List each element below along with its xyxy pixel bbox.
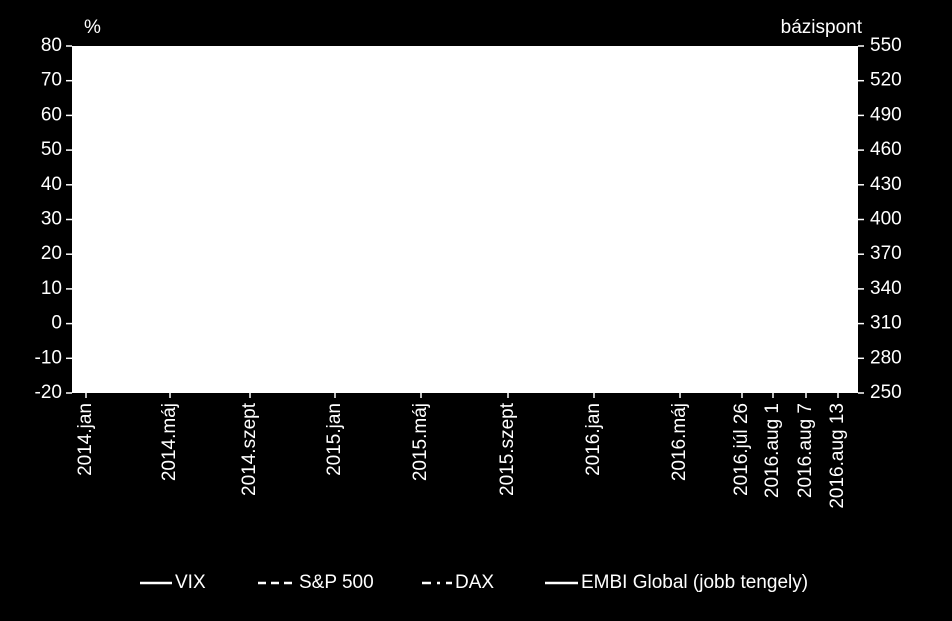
y-tick-label: 70	[41, 70, 62, 91]
y-tick-label: 50	[41, 139, 62, 160]
y2-tick-label: 340	[870, 278, 902, 299]
y2-tick-label: 280	[870, 347, 902, 368]
y-tick-label: 40	[41, 174, 62, 195]
x-tick-label: 2015.máj	[410, 403, 431, 481]
x-tick-label: 2016.máj	[669, 403, 690, 481]
y2-tick-label: 460	[870, 139, 902, 160]
legend-label: VIX	[175, 572, 206, 593]
y-tick-label: 60	[41, 104, 62, 125]
legend-label: EMBI Global (jobb tengely)	[581, 572, 808, 593]
x-tick-label: 2014.szept	[239, 402, 260, 496]
x-tick-label: 2016.aug 7	[795, 403, 816, 498]
y-tick-label: 10	[41, 278, 62, 299]
y2-tick-label: 310	[870, 313, 902, 334]
y2-tick-label: 400	[870, 209, 902, 230]
y2-tick-label: 370	[870, 243, 902, 264]
legend-label: DAX	[455, 572, 494, 593]
y2-tick-label: 550	[870, 35, 902, 56]
x-tick-label: 2014.jan	[75, 403, 96, 476]
y2-tick-label: 430	[870, 174, 902, 195]
x-tick-label: 2016.júl 26	[731, 403, 752, 496]
y-axis-label: %	[84, 17, 101, 38]
y-tick-label: 0	[51, 313, 62, 334]
y-tick-label: 20	[41, 243, 62, 264]
y-tick-label: 80	[41, 35, 62, 56]
y-tick-label: 30	[41, 209, 62, 230]
x-tick-label: 2015.szept	[497, 402, 518, 496]
legend-label: S&P 500	[299, 572, 374, 593]
y2-tick-label: 520	[870, 70, 902, 91]
y2-tick-label: 250	[870, 382, 902, 403]
plot-area	[72, 46, 858, 393]
y-tick-label: -20	[35, 382, 62, 403]
x-tick-label: 2016.aug 1	[762, 403, 783, 498]
y-tick-label: -10	[35, 347, 62, 368]
x-tick-label: 2016.jan	[583, 403, 604, 476]
y2-axis-label: bázispont	[781, 17, 863, 38]
y2-tick-label: 490	[870, 104, 902, 125]
x-tick-label: 2014.máj	[159, 403, 180, 481]
x-tick-label: 2015.jan	[324, 403, 345, 476]
x-tick-label: 2016.aug 13	[827, 403, 848, 509]
